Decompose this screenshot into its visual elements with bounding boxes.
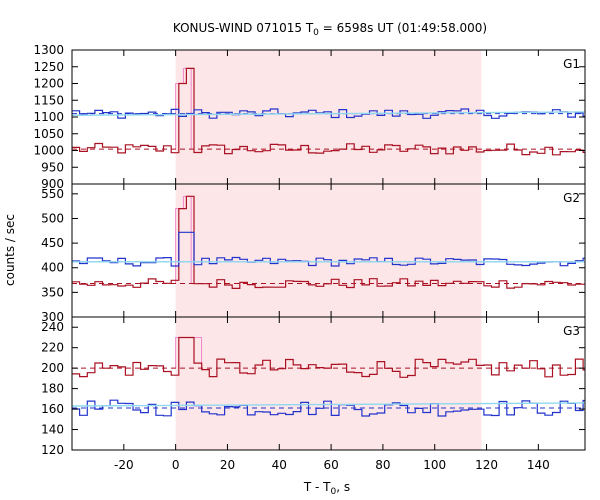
x-tick-label: 60 bbox=[323, 458, 338, 472]
red-series-G1 bbox=[72, 67, 585, 156]
y-tick-label-G1: 1100 bbox=[33, 110, 64, 124]
shaded-interval-G1 bbox=[175, 50, 482, 184]
panel-label-G1: G1 bbox=[563, 57, 580, 71]
y-tick-label-G1: 1050 bbox=[33, 127, 64, 141]
x-tick-label: 140 bbox=[527, 458, 550, 472]
blue-series-G1 bbox=[72, 108, 585, 119]
y-tick-label-G2: 350 bbox=[41, 285, 64, 299]
y-tick-label-G3: 200 bbox=[41, 361, 64, 375]
x-tick-label: -20 bbox=[114, 458, 134, 472]
y-tick-label-G2: 450 bbox=[41, 236, 64, 250]
y-tick-label-G3: 220 bbox=[41, 341, 64, 355]
fit-line-G1 bbox=[71, 111, 586, 117]
red-series-G3 bbox=[72, 336, 585, 378]
panel-frame-G3 bbox=[71, 316, 586, 451]
peak-bins-G1 bbox=[175, 67, 192, 150]
blue-series-G3 bbox=[72, 399, 585, 417]
y-tick-label-G1: 950 bbox=[41, 160, 64, 174]
y-tick-label-G3: 120 bbox=[41, 443, 64, 457]
y-tick-label-G3: 180 bbox=[41, 382, 64, 396]
panel-label-G2: G2 bbox=[563, 191, 580, 205]
y-tick-label-G1: 900 bbox=[41, 177, 64, 191]
x-tick-label: 100 bbox=[423, 458, 446, 472]
y-tick-label-G1: 1250 bbox=[33, 60, 64, 74]
y-tick-label-G1: 1300 bbox=[33, 43, 64, 57]
y-tick-label-G3: 140 bbox=[41, 423, 64, 437]
fit-line-G3 bbox=[71, 402, 586, 407]
ticks-layer: 9009501000105011001150120012501300300350… bbox=[33, 43, 585, 472]
y-tick-label-G3: 160 bbox=[41, 402, 64, 416]
y-tick-label-G2: 500 bbox=[41, 211, 64, 225]
y-tick-label-G2: 550 bbox=[41, 187, 64, 201]
shaded-interval-G3 bbox=[175, 317, 482, 450]
x-tick-label: 120 bbox=[475, 458, 498, 472]
y-tick-label-G3: 240 bbox=[41, 320, 64, 334]
x-axis-label: T - T0, s bbox=[303, 480, 350, 497]
red-series-G2 bbox=[72, 195, 585, 289]
x-tick-label: 0 bbox=[172, 458, 180, 472]
y-tick-label-G1: 1150 bbox=[33, 93, 64, 107]
shaded-interval-G2 bbox=[175, 184, 482, 317]
shaded-region-layer bbox=[175, 50, 482, 450]
x-tick-label: 20 bbox=[220, 458, 235, 472]
y-tick-label-G1: 1200 bbox=[33, 77, 64, 91]
data-layer bbox=[71, 67, 586, 417]
y-axis-label: counts / sec bbox=[3, 214, 17, 286]
chart-title: KONUS-WIND 071015 T0 = 6598s UT (01:49:5… bbox=[173, 21, 487, 38]
y-tick-label-G2: 300 bbox=[41, 310, 64, 324]
y-tick-label-G2: 400 bbox=[41, 261, 64, 275]
peak-bins-G2 bbox=[175, 195, 192, 284]
x-tick-label: 40 bbox=[272, 458, 287, 472]
y-tick-label-G1: 1000 bbox=[33, 144, 64, 158]
x-tick-label: 80 bbox=[375, 458, 390, 472]
blue-series-G2 bbox=[72, 231, 585, 267]
panel-label-G3: G3 bbox=[563, 324, 580, 338]
